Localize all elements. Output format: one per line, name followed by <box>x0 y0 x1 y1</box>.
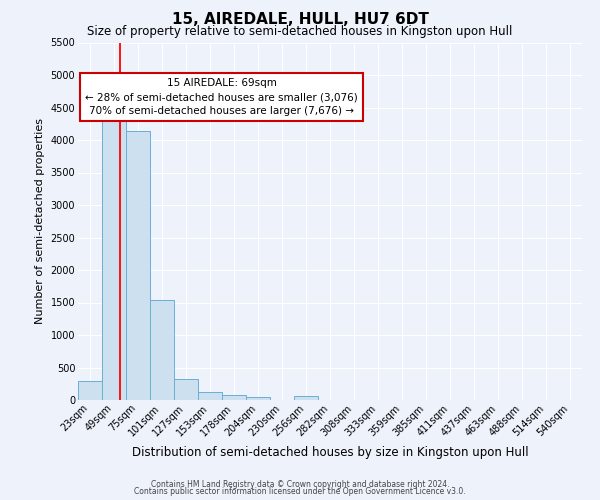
Bar <box>198 392 222 400</box>
Bar <box>246 397 270 400</box>
Bar <box>102 112 126 400</box>
Text: Contains HM Land Registry data © Crown copyright and database right 2024.: Contains HM Land Registry data © Crown c… <box>151 480 449 489</box>
Bar <box>222 396 246 400</box>
Text: 15 AIREDALE: 69sqm
← 28% of semi-detached houses are smaller (3,076)
70% of semi: 15 AIREDALE: 69sqm ← 28% of semi-detache… <box>85 78 358 116</box>
Bar <box>174 379 198 400</box>
Bar <box>294 396 318 400</box>
Bar <box>78 381 102 400</box>
Bar <box>126 131 150 400</box>
X-axis label: Distribution of semi-detached houses by size in Kingston upon Hull: Distribution of semi-detached houses by … <box>131 446 529 459</box>
Text: 15, AIREDALE, HULL, HU7 6DT: 15, AIREDALE, HULL, HU7 6DT <box>172 12 428 28</box>
Y-axis label: Number of semi-detached properties: Number of semi-detached properties <box>35 118 45 324</box>
Bar <box>150 300 174 400</box>
Text: Contains public sector information licensed under the Open Government Licence v3: Contains public sector information licen… <box>134 488 466 496</box>
Text: Size of property relative to semi-detached houses in Kingston upon Hull: Size of property relative to semi-detach… <box>88 25 512 38</box>
